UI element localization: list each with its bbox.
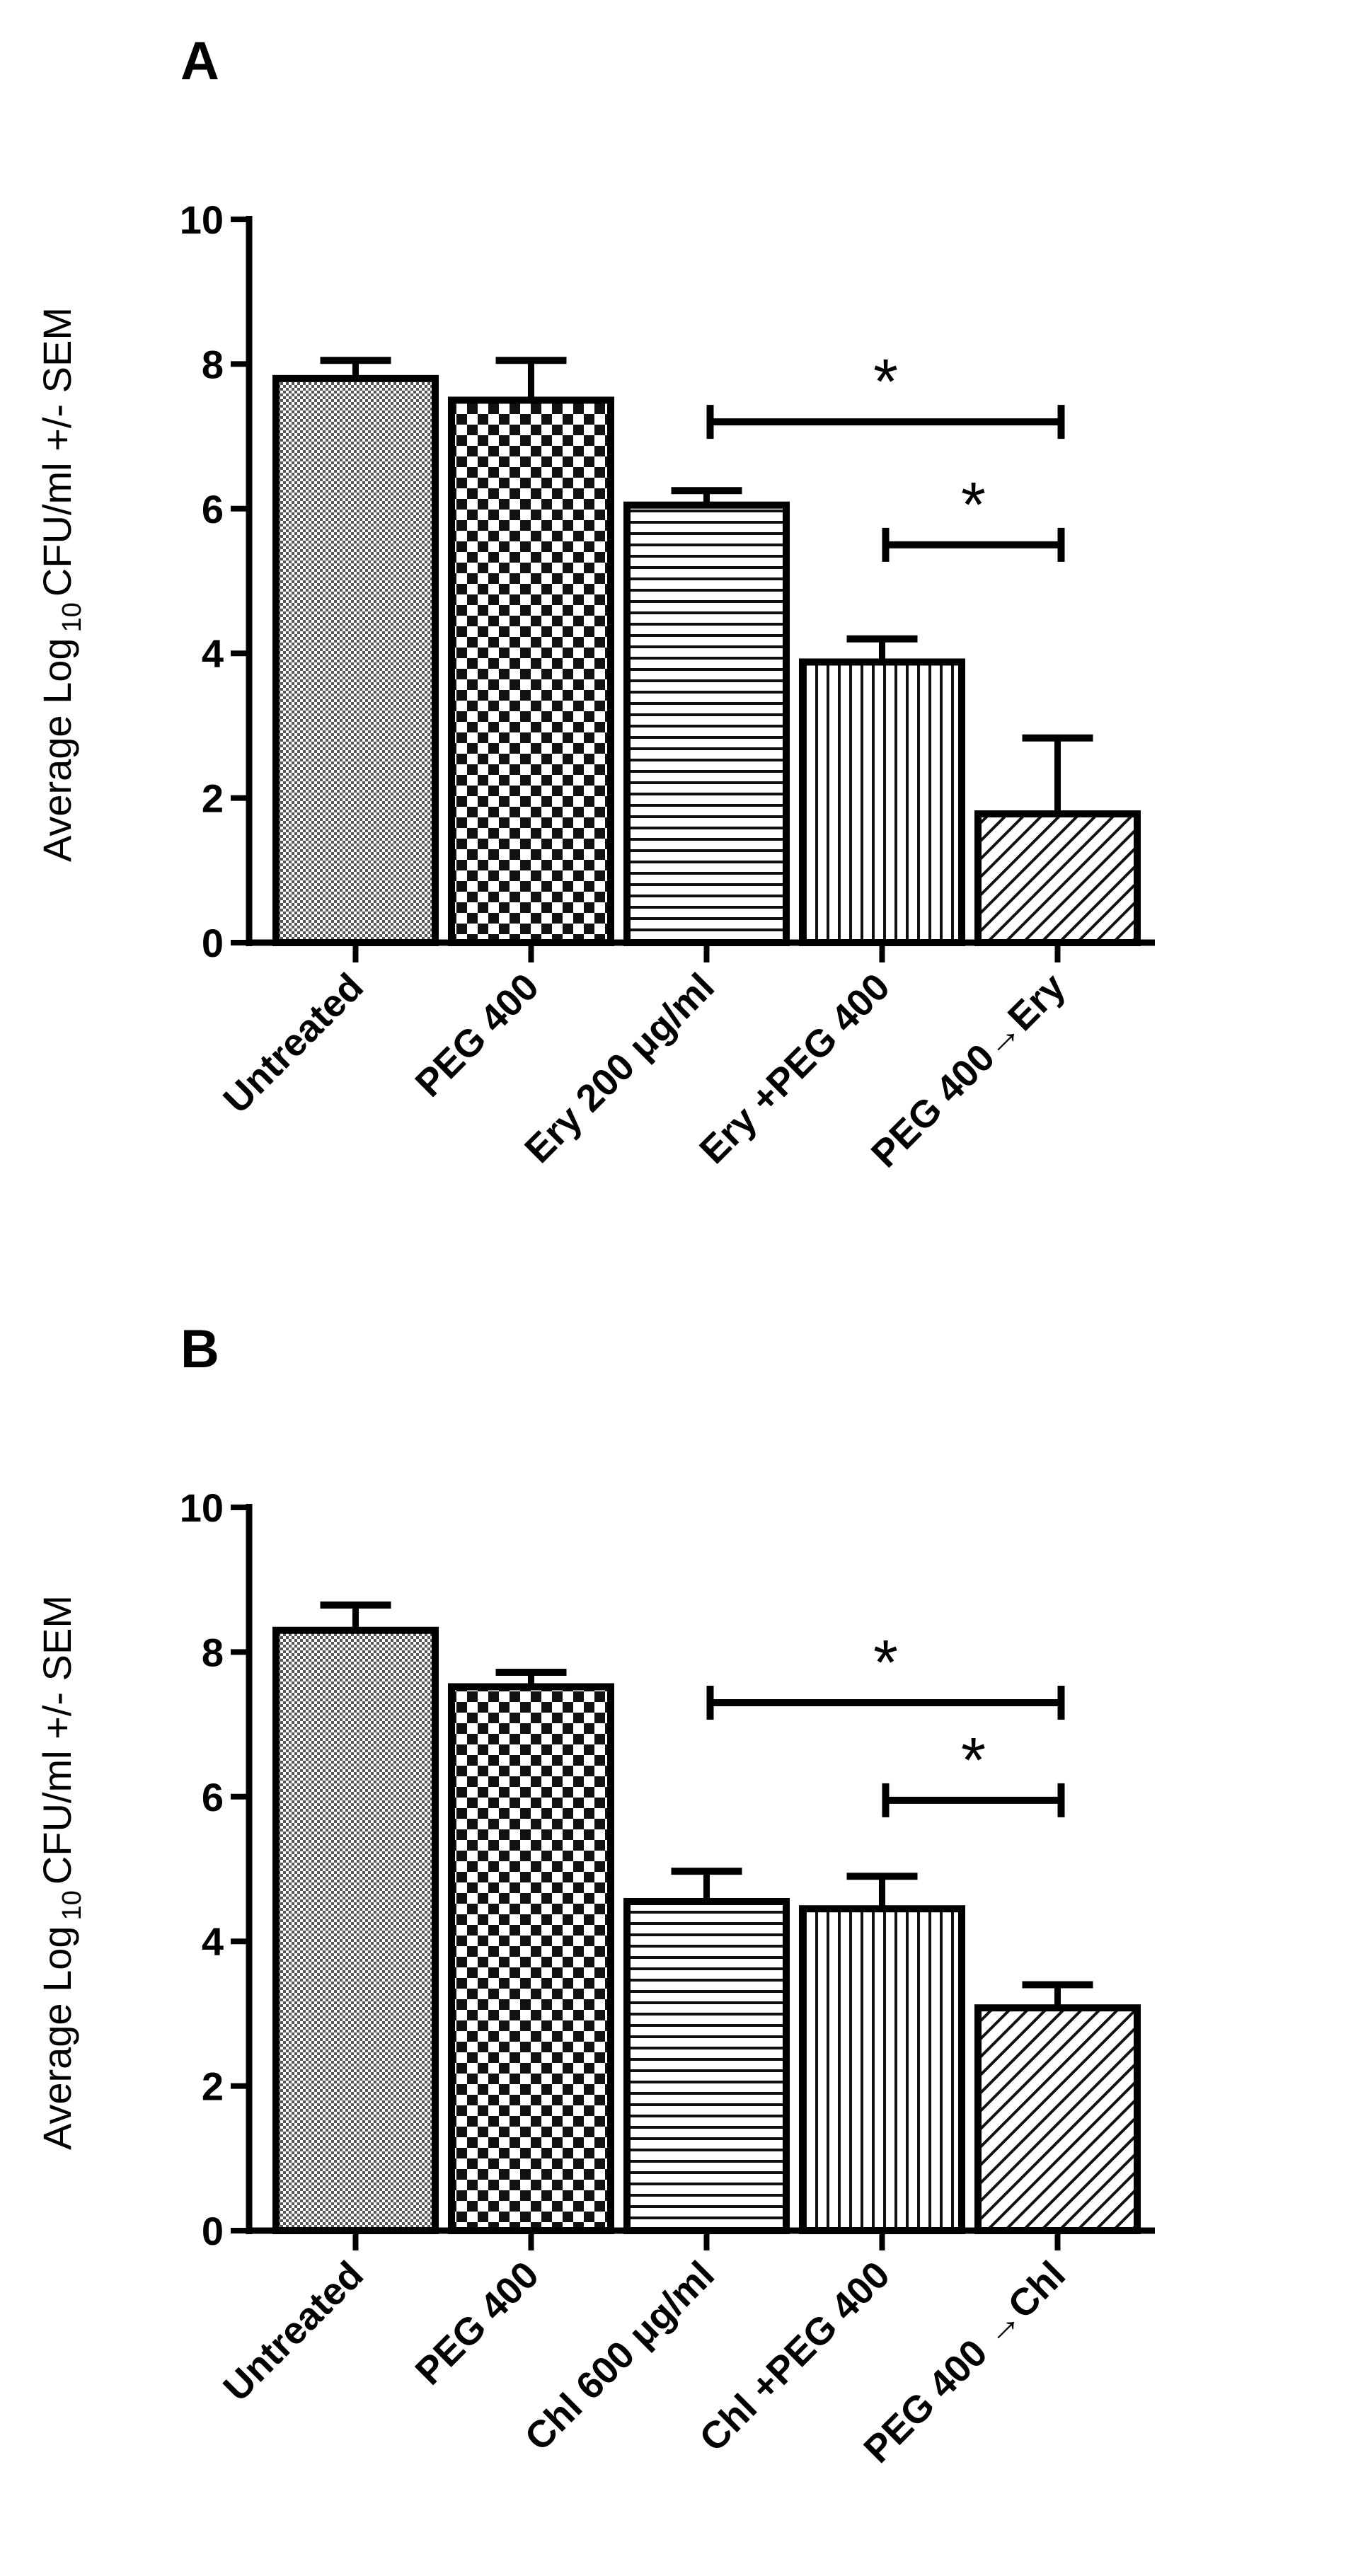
y-tick-label-8: 8 — [202, 1630, 224, 1674]
chart-panel-b: B 0 2 4 6 8 10 Untreated PEG 400 Chl 600 μg/ml Ch… — [0, 1288, 1358, 2576]
y-tick-label-10: 10 — [180, 1485, 224, 1530]
y-axis-title: Average Log 10 CFU/ml +/- SEM — [35, 1595, 87, 2150]
panel-letter-b: B — [180, 1319, 219, 1379]
y-axis-title-unit: CFU/ml +/- SEM — [35, 307, 79, 597]
bar-1 — [272, 374, 439, 946]
y-tick-label-0: 0 — [202, 921, 224, 965]
y-axis-title-subscript: 10 — [57, 1890, 87, 1920]
y-tick-label-6: 6 — [202, 1775, 224, 1819]
bar-2 — [448, 396, 614, 946]
bar-3 — [623, 1897, 790, 2234]
y-tick-label-6: 6 — [202, 487, 224, 531]
category-label-3: Ery 200 μg/ml — [517, 965, 723, 1171]
y-axis-title-main: Average Log — [35, 638, 79, 862]
significance-star-1: * — [873, 347, 898, 418]
category-label-1: Untreated — [215, 2253, 372, 2410]
significance-star-1: * — [873, 1628, 898, 1698]
y-tick-label-0: 0 — [202, 2209, 224, 2253]
category-label-2: PEG 400 — [408, 965, 547, 1105]
significance-star-2: * — [961, 1725, 986, 1796]
y-axis-title: Average Log 10 CFU/ml +/- SEM — [35, 307, 87, 862]
bar-4 — [799, 1905, 965, 2235]
y-tick-label-2: 2 — [202, 776, 224, 821]
y-axis-title-unit: CFU/ml +/- SEM — [35, 1595, 79, 1885]
bar-1 — [272, 1626, 439, 2234]
category-label-2: PEG 400 — [408, 2253, 547, 2393]
bar-2 — [448, 1683, 614, 2234]
bar-3 — [623, 501, 790, 946]
y-tick-label-2: 2 — [202, 2064, 224, 2109]
panel-letter-a: A — [180, 31, 219, 91]
significance-star-2: * — [961, 470, 986, 541]
y-axis-title-main: Average Log — [35, 1926, 79, 2150]
y-tick-label-10: 10 — [180, 197, 224, 242]
category-label-1: Untreated — [215, 965, 372, 1122]
y-axis-title-subscript: 10 — [57, 602, 87, 632]
bar-5 — [974, 810, 1141, 946]
y-tick-label-4: 4 — [202, 631, 224, 676]
y-tick-label-4: 4 — [202, 1919, 224, 1964]
y-tick-label-8: 8 — [202, 342, 224, 386]
chart-panel-a: A 0 2 4 6 8 10 Untreated PEG 400 Ery 200 μg/ml Er… — [35, 31, 1155, 1175]
bar-5 — [974, 2004, 1141, 2234]
bar-4 — [799, 658, 965, 946]
category-label-3: Chl 600 μg/ml — [517, 2253, 723, 2459]
